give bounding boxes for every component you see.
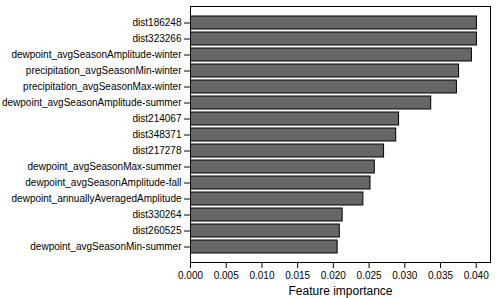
- svg-text:dist214067: dist214067: [133, 113, 182, 124]
- svg-text:0.010: 0.010: [249, 270, 274, 281]
- svg-text:0.015: 0.015: [285, 270, 310, 281]
- svg-text:dist330264: dist330264: [133, 209, 182, 220]
- svg-text:dist217278: dist217278: [133, 145, 182, 156]
- svg-text:0.030: 0.030: [392, 270, 417, 281]
- svg-text:dist186248: dist186248: [133, 17, 182, 28]
- svg-text:dewpoint_avgSeasonAmplitude-wi: dewpoint_avgSeasonAmplitude-winter: [11, 49, 182, 60]
- svg-text:precipitation_avgSeasonMin-win: precipitation_avgSeasonMin-winter: [26, 65, 182, 76]
- svg-text:0.035: 0.035: [428, 270, 453, 281]
- svg-text:0.005: 0.005: [214, 270, 239, 281]
- svg-text:0.025: 0.025: [357, 270, 382, 281]
- svg-text:dist260525: dist260525: [133, 225, 182, 236]
- svg-text:0.040: 0.040: [464, 270, 489, 281]
- svg-text:precipitation_avgSeasonMax-win: precipitation_avgSeasonMax-winter: [23, 81, 182, 92]
- svg-text:0.000: 0.000: [178, 270, 203, 281]
- svg-text:dewpoint_avgSeasonMax-summer: dewpoint_avgSeasonMax-summer: [28, 161, 183, 172]
- svg-text:dewpoint_avgSeasonAmplitude-su: dewpoint_avgSeasonAmplitude-summer: [2, 97, 182, 108]
- svg-text:dist323266: dist323266: [133, 33, 182, 44]
- svg-text:Feature importance: Feature importance: [288, 284, 392, 298]
- svg-text:dewpoint_avgSeasonAmplitude-fa: dewpoint_avgSeasonAmplitude-fall: [25, 177, 181, 188]
- svg-text:0.020: 0.020: [321, 270, 346, 281]
- svg-text:dewpoint_avgSeasonMin-summer: dewpoint_avgSeasonMin-summer: [30, 241, 182, 252]
- svg-text:dist348371: dist348371: [133, 129, 182, 140]
- svg-text:dewpoint_annuallyAveragedAmpli: dewpoint_annuallyAveragedAmplitude: [12, 193, 182, 204]
